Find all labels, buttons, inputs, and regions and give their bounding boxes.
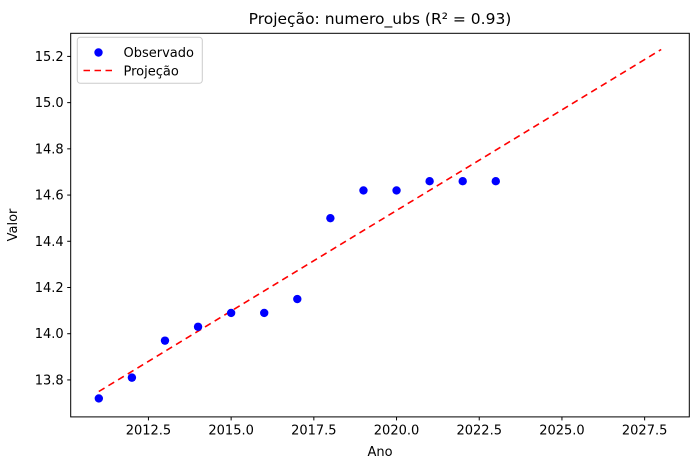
observed-point — [226, 308, 236, 318]
y-tick-label: 13.8 — [35, 373, 64, 388]
observed-point — [491, 176, 500, 186]
y-tick-label: 14.0 — [35, 327, 64, 342]
x-axis-ticks: 2012.5 2015.0 2017.5 2020.0 2022.5 2025.0 2027… — [126, 416, 668, 438]
legend-box — [76, 36, 203, 84]
x-tick-label: 2015.0 — [208, 423, 254, 438]
x-tick-label: 2022.5 — [456, 423, 502, 438]
legend-label-observado: Observado — [124, 46, 195, 61]
y-tick-label: 15.0 — [35, 96, 64, 111]
legend-label-projecao: Projeção — [124, 65, 179, 80]
x-axis-label: Ano — [367, 445, 392, 460]
observed-point — [326, 213, 335, 223]
observed-point — [260, 308, 269, 318]
y-axis-ticks: 13.8 14.0 14.2 14.4 14.6 14.8 15.0 15.2 — [35, 50, 71, 388]
observed-point — [392, 186, 401, 195]
y-axis-label: Valor — [6, 208, 21, 241]
x-tick-label: 2027.5 — [622, 423, 668, 438]
observed-points-layer — [94, 176, 500, 403]
legend-marker-observado-icon — [94, 48, 103, 57]
observed-point — [359, 186, 368, 195]
y-tick-label: 15.2 — [35, 50, 64, 65]
x-tick-label: 2017.5 — [291, 423, 337, 438]
x-tick-label: 2012.5 — [126, 423, 172, 438]
projection-line-layer — [98, 48, 662, 393]
x-tick-label: 2020.0 — [374, 423, 420, 438]
observed-point — [127, 373, 137, 382]
projection-line — [98, 48, 662, 393]
observed-point — [293, 294, 302, 304]
x-tick-label: 2025.0 — [539, 423, 585, 438]
observed-point — [458, 176, 467, 186]
y-tick-label: 14.4 — [35, 235, 64, 250]
y-tick-label: 14.2 — [35, 281, 64, 296]
observed-point — [94, 394, 104, 403]
y-tick-label: 14.8 — [35, 142, 64, 157]
observed-point — [160, 336, 170, 345]
chart-title: Projeção: numero_ubs (R² = 0.93) — [249, 10, 512, 29]
observed-point — [193, 322, 203, 331]
observed-point — [425, 176, 434, 186]
y-tick-label: 14.6 — [35, 189, 64, 204]
plot-area — [70, 32, 690, 418]
legend: Observado Projeção — [76, 36, 203, 84]
